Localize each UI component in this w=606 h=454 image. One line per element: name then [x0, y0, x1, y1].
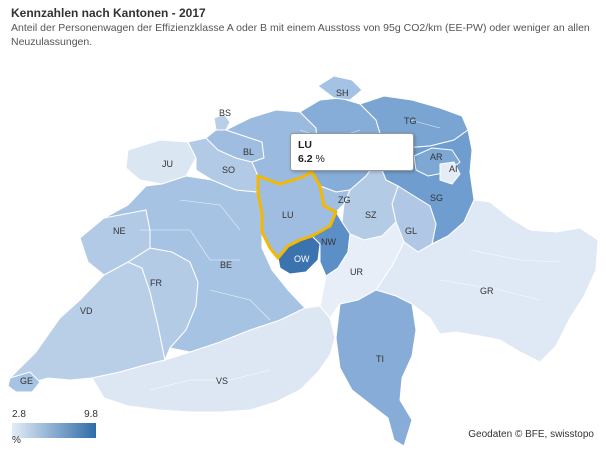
label-sz: SZ: [365, 210, 377, 220]
lu-highlight-outline: [256, 170, 338, 260]
canton-bs-shape[interactable]: [213, 113, 231, 131]
label-ai: AI: [449, 164, 458, 174]
label-ur: UR: [350, 267, 363, 277]
tooltip-canton-name: LU: [298, 139, 312, 151]
canton-ai-shape[interactable]: [439, 161, 461, 185]
canton-sh-shape[interactable]: [317, 75, 363, 101]
legend-min-label: 2.8: [12, 409, 26, 420]
canton-lu-shape[interactable]: [258, 172, 336, 258]
tooltip-unit: %: [315, 153, 325, 165]
label-vd: VD: [80, 306, 93, 316]
canton-vd-shape[interactable]: [8, 261, 166, 383]
canton-tooltip: LU 6.2 %: [290, 133, 414, 171]
label-lu: LU: [282, 210, 294, 220]
legend-color-ramp: [12, 423, 96, 438]
canton-be-shape[interactable]: [103, 175, 306, 353]
label-ne: NE: [113, 226, 126, 236]
canton-ti-shape[interactable]: [335, 289, 417, 447]
tooltip-value: 6.2: [298, 153, 313, 165]
legend-unit: %: [12, 435, 21, 446]
page-subtitle: Anteil der Personenwagen der Effizienzkl…: [11, 22, 590, 48]
legend-max-label: 9.8: [84, 409, 98, 420]
tooltip-value-line: 6.2 %: [298, 153, 325, 165]
label-tg: TG: [404, 116, 417, 126]
label-ti: TI: [376, 354, 384, 364]
label-so: SO: [222, 165, 235, 175]
label-sg: SG: [430, 193, 443, 203]
label-vs: VS: [216, 376, 228, 386]
label-fr: FR: [150, 278, 162, 288]
map-credits: Geodaten © BFE, swisstopo: [468, 429, 594, 440]
label-bl: BL: [243, 147, 254, 157]
label-be: BE: [220, 260, 232, 270]
label-ow: OW: [294, 254, 310, 264]
label-ge: GE: [20, 376, 33, 386]
label-gr: GR: [480, 286, 494, 296]
label-ar: AR: [430, 152, 443, 162]
label-gl: GL: [405, 226, 417, 236]
canton-ge-shape[interactable]: [7, 371, 41, 393]
page-title: Kennzahlen nach Kantonen - 2017: [11, 6, 206, 20]
label-bs: BS: [219, 108, 231, 118]
label-nw: NW: [321, 237, 336, 247]
label-zg: ZG: [338, 195, 351, 205]
canton-gr-shape[interactable]: [375, 199, 599, 363]
canton-vs-shape[interactable]: [91, 305, 336, 413]
canton-labels: GE VD VS FR NE JU BE SO BS BL LU OW NW U…: [20, 88, 494, 386]
label-ju: JU: [162, 159, 173, 169]
label-sh: SH: [336, 88, 349, 98]
legend-ramp-wrap: [12, 421, 96, 438]
